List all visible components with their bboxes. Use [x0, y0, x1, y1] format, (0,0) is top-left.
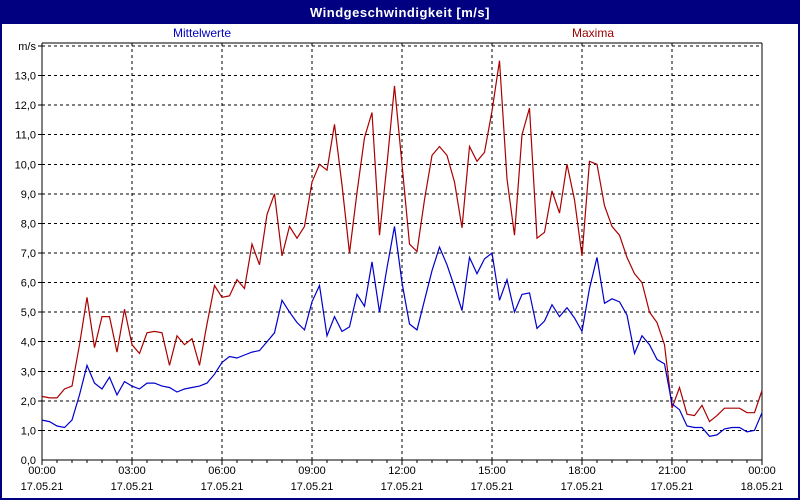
- x-tick-time-label: 12:00: [388, 465, 416, 477]
- series-line-mittelwerte: [41, 226, 763, 437]
- x-tick-time-label: 18:00: [568, 465, 596, 477]
- window-title-bar: Windgeschwindigkeit [m/s]: [2, 2, 798, 24]
- x-tick-time-label: 03:00: [118, 465, 146, 477]
- y-tick-label: 6,0: [21, 278, 36, 290]
- x-tick-date-label: 17.05.21: [201, 481, 244, 493]
- y-tick-label: 10,0: [15, 159, 36, 171]
- y-tick-label: 5,0: [21, 307, 36, 319]
- x-tick-date-label: 17.05.21: [561, 481, 604, 493]
- legend-maxima-label: Maxima: [571, 26, 615, 40]
- y-tick-label: 7,0: [21, 248, 36, 260]
- y-tick-label: 9,0: [21, 189, 36, 201]
- x-tick-date-label: 17.05.21: [21, 481, 64, 493]
- x-tick-date-label: 17.05.21: [111, 481, 154, 493]
- window-title: Windgeschwindigkeit [m/s]: [310, 5, 490, 20]
- y-tick-label: 11,0: [15, 130, 36, 142]
- y-tick-label: 13,0: [15, 71, 36, 83]
- x-tick-time-label: 06:00: [208, 465, 236, 477]
- y-tick-label: 0,0: [21, 455, 36, 467]
- y-tick-label: 4,0: [21, 337, 36, 349]
- y-tick-label: 3,0: [21, 366, 36, 378]
- x-tick-time-label: 00:00: [28, 465, 56, 477]
- x-tick-time-label: 00:00: [748, 465, 776, 477]
- x-tick-time-label: 21:00: [658, 465, 686, 477]
- x-tick-time-label: 09:00: [298, 465, 326, 477]
- y-tick-label: 12,0: [15, 100, 36, 112]
- x-tick-date-label: 17.05.21: [651, 481, 694, 493]
- x-tick-date-label: 17.05.21: [291, 481, 334, 493]
- x-tick-date-label: 17.05.21: [471, 481, 514, 493]
- y-tick-label: 1,0: [21, 425, 36, 437]
- x-tick-date-label: 17.05.21: [381, 481, 424, 493]
- y-tick-label: 2,0: [21, 396, 36, 408]
- legend-mittelwerte-label: Mittelwerte: [172, 26, 232, 40]
- x-tick-time-label: 15:00: [478, 465, 506, 477]
- y-axis-unit-label: m/s: [18, 41, 36, 53]
- x-tick-date-label: 18.05.21: [741, 481, 784, 493]
- y-tick-label: 8,0: [21, 218, 36, 230]
- series-line-maxima: [41, 60, 763, 423]
